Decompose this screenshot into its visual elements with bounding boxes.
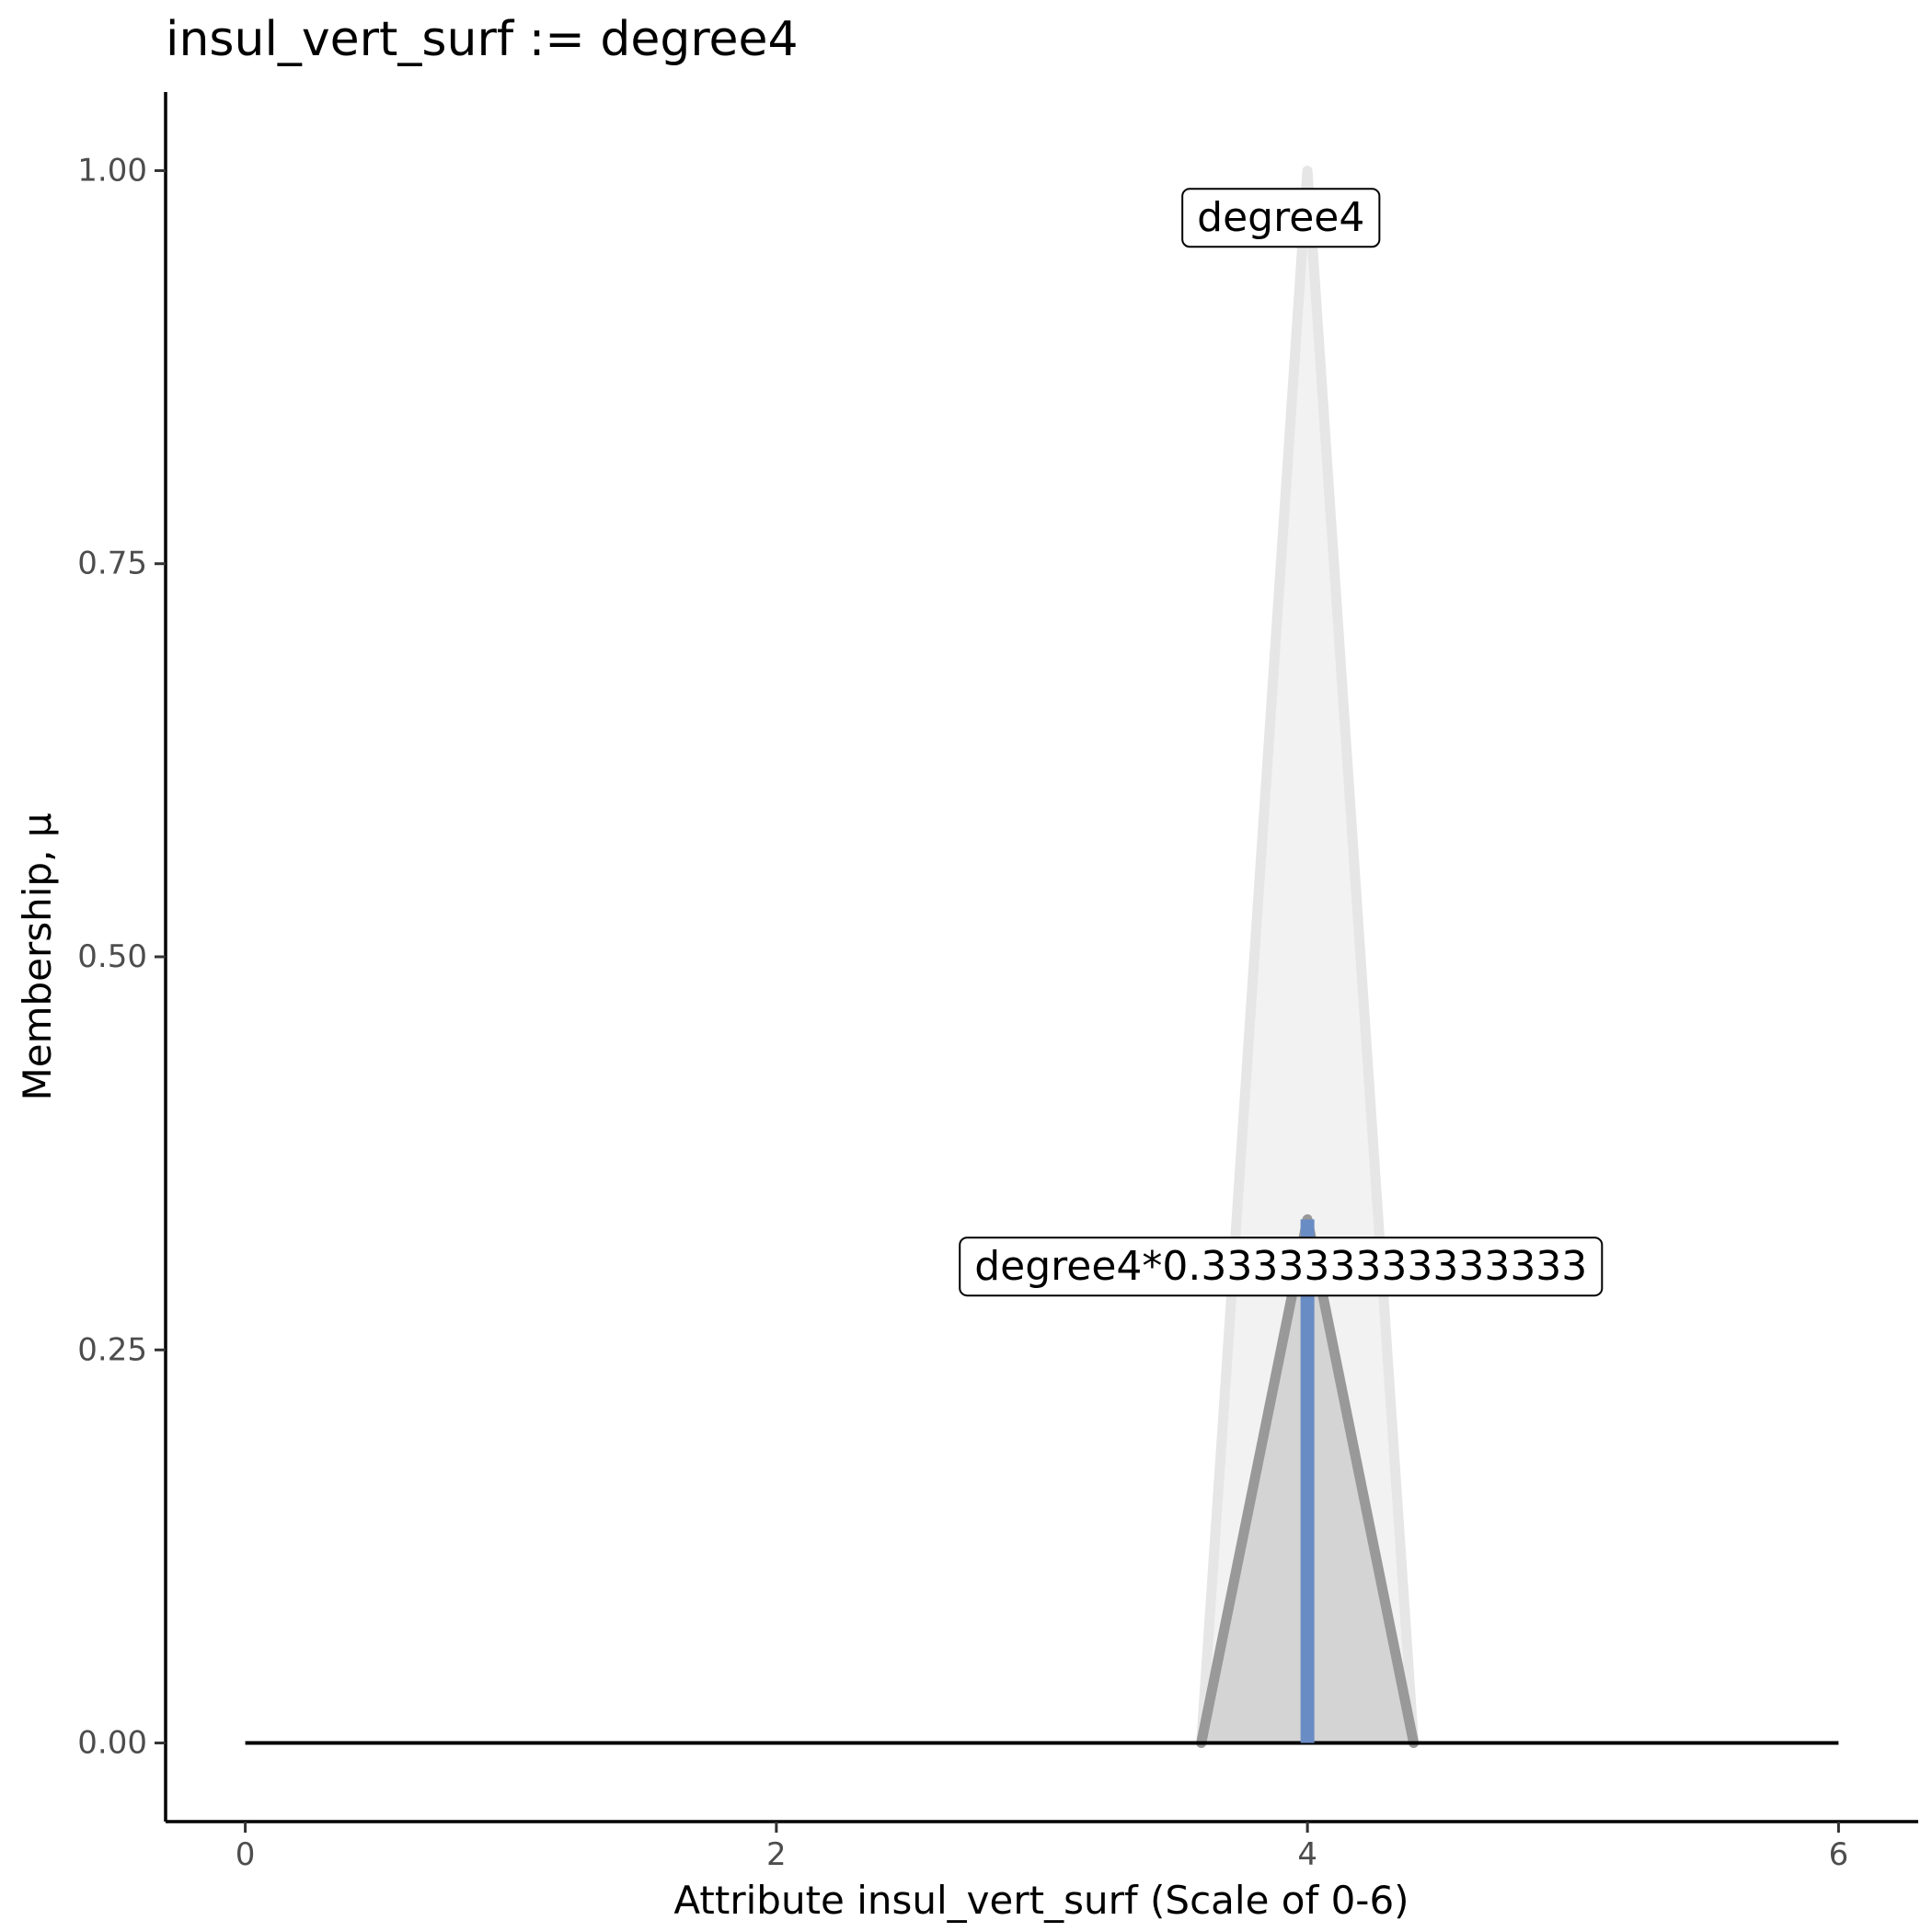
y-tick-label: 0.50 — [77, 938, 147, 975]
y-axis-title: Membership, μ — [15, 812, 60, 1100]
membership-line-1 — [1196, 166, 1420, 1748]
x-tick-label: 0 — [236, 1836, 256, 1873]
y-tick-label: 0.25 — [77, 1331, 147, 1368]
membership-line-2 — [1196, 1213, 1420, 1748]
y-tick-label: 1.00 — [77, 152, 147, 189]
x-tick-label: 4 — [1297, 1836, 1317, 1873]
membership-fill-1 — [1201, 170, 1414, 1743]
x-axis-title: Attribute insul_vert_surf (Scale of 0-6) — [673, 1878, 1409, 1923]
series-label-box-1 — [1181, 188, 1381, 248]
y-tick-label: 0.75 — [77, 546, 147, 582]
plot-area: degree4 degree4*0.333333333333333 0 2 4 6 0.00… — [77, 92, 1918, 1873]
series-label-box-2 — [959, 1236, 1604, 1297]
x-tick-label: 6 — [1829, 1836, 1849, 1873]
series-label-1: degree4 — [1197, 194, 1364, 241]
y-tick-label: 0.00 — [77, 1725, 147, 1762]
x-tick-label: 2 — [766, 1836, 787, 1873]
series-label-2: degree4*0.333333333333333 — [974, 1243, 1587, 1290]
chart-title: insul_vert_surf := degree4 — [166, 12, 799, 67]
